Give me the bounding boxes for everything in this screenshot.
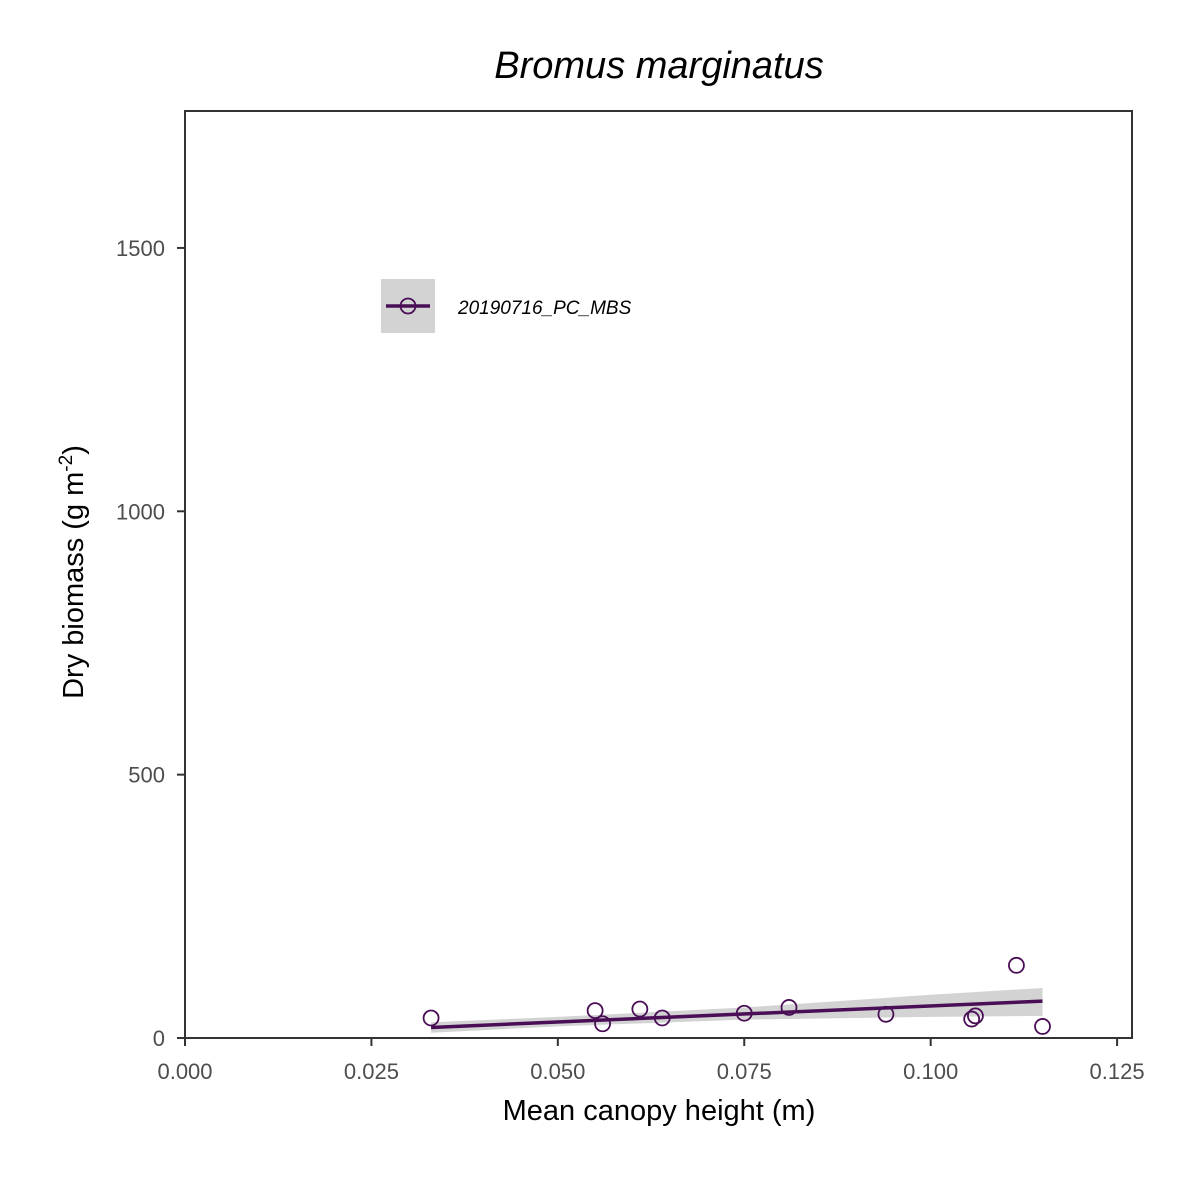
x-tick-label: 0.000 [157, 1059, 212, 1084]
legend: 20190716_PC_MBS [381, 279, 632, 333]
x-tick-label: 0.025 [344, 1059, 399, 1084]
y-axis: 0 500 1000 1500 [116, 236, 185, 1051]
data-point [586, 1002, 604, 1020]
x-tick-label: 0.100 [903, 1059, 958, 1084]
y-axis-title: Dry biomass (g m-2) [56, 445, 90, 699]
y-tick-label: 0 [153, 1026, 165, 1051]
data-point [967, 1007, 984, 1025]
y-tick-label: 500 [128, 763, 165, 788]
legend-label: 20190716_PC_MBS [457, 298, 632, 319]
y-axis-title-main: Dry biomass (g m [58, 472, 90, 699]
x-tick-label: 0.075 [717, 1059, 772, 1084]
data-point [631, 1000, 649, 1018]
data-point [1008, 956, 1025, 974]
x-tick-label: 0.125 [1090, 1059, 1145, 1084]
y-tick-label: 1500 [116, 236, 165, 261]
data-point [780, 999, 798, 1016]
x-tick-label: 0.050 [530, 1059, 585, 1084]
data-point [653, 1009, 671, 1027]
y-tick-label: 1000 [116, 499, 165, 524]
data-point [963, 1010, 981, 1028]
data-point [877, 1005, 895, 1023]
plot-panel [184, 110, 1133, 1039]
x-axis-title: Mean canopy height (m) [503, 1095, 816, 1127]
data-point [422, 1009, 440, 1027]
x-axis: 0.000 0.025 0.050 0.075 0.100 0.125 [157, 1038, 1145, 1084]
data-point [735, 1004, 753, 1022]
points-layer [422, 956, 1051, 1035]
data-point [594, 1015, 611, 1033]
y-axis-title-superscript: -2 [56, 455, 77, 472]
legend-key-point [399, 297, 417, 315]
y-axis-title-close: ) [58, 445, 90, 455]
chart-title: Bromus marginatus [494, 45, 823, 87]
data-point [1034, 1018, 1051, 1035]
